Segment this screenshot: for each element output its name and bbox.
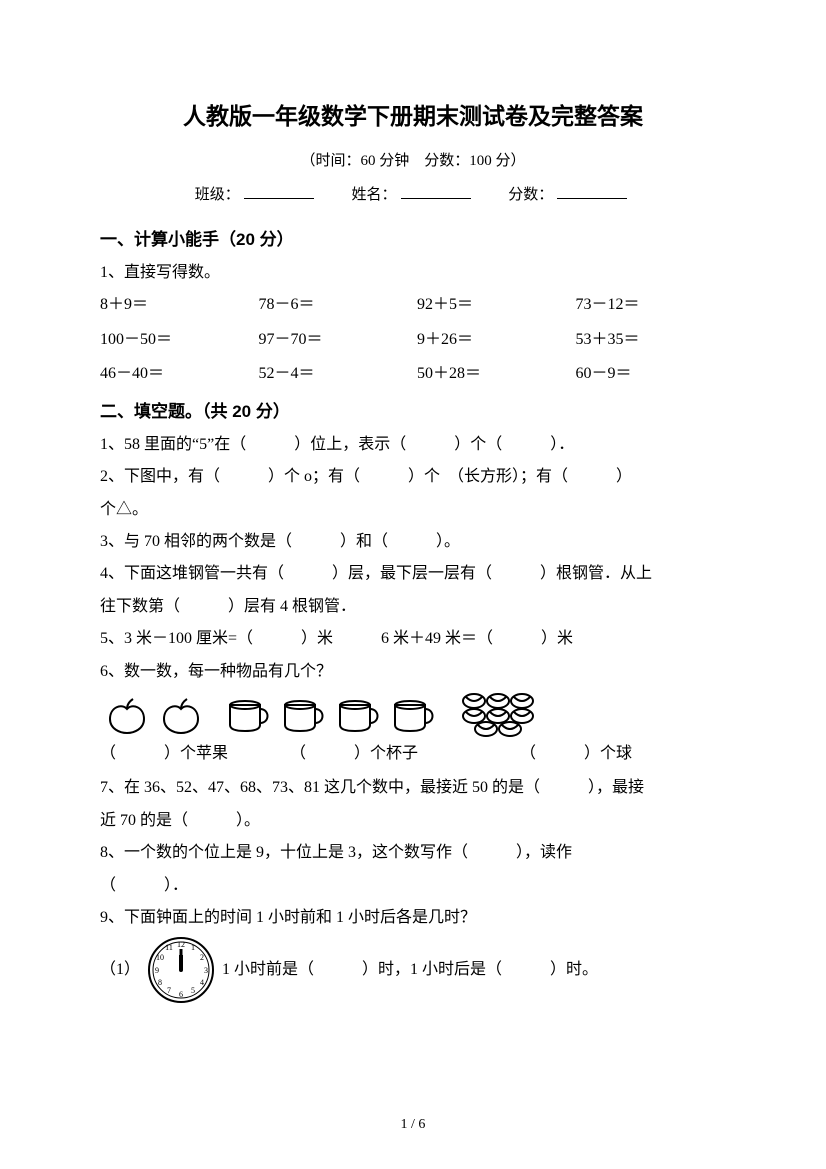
apple-icon — [100, 691, 208, 737]
page-number: 1 / 6 — [0, 1112, 826, 1139]
class-label: 班级： — [195, 187, 240, 203]
info-line: 班级： 姓名： 分数： — [100, 181, 726, 210]
clock-icon: 12 1 2 3 4 5 6 7 8 9 10 11 — [146, 935, 216, 1005]
s2-q7b: 近 70 的是（ ）。 — [100, 806, 726, 836]
calc-item: 9＋26＝ — [417, 325, 568, 355]
svg-text:7: 7 — [167, 986, 171, 995]
svg-text:12: 12 — [177, 940, 185, 949]
score-blank[interactable] — [557, 183, 627, 200]
s2-q7a: 7、在 36、52、47、68、73、81 这几个数中，最接近 50 的是（ ）… — [100, 773, 726, 803]
svg-text:8: 8 — [158, 978, 162, 987]
svg-text:5: 5 — [191, 986, 195, 995]
calc-item: 92＋5＝ — [417, 290, 568, 320]
count-ball: （ ）个球 — [520, 739, 726, 769]
svg-text:10: 10 — [156, 953, 164, 962]
count-cup: （ ）个杯子 — [290, 739, 520, 769]
name-label: 姓名： — [351, 187, 396, 203]
counts-row: （ ）个苹果 （ ）个杯子 （ ）个球 — [100, 739, 726, 769]
count-apple: （ ）个苹果 — [100, 739, 290, 769]
cup-icon — [222, 691, 442, 737]
s2-q3: 3、与 70 相邻的两个数是（ ）和（ ）。 — [100, 527, 726, 557]
section2-heading: 二、填空题。（共 20 分） — [100, 396, 726, 428]
s2-q2b: 个△。 — [100, 495, 726, 525]
calc-item: 97－70＝ — [259, 325, 410, 355]
calc-item: 52－4＝ — [259, 359, 410, 389]
calc-item: 100－50＝ — [100, 325, 251, 355]
calc-item: 60－9＝ — [576, 359, 727, 389]
s2-q9: 9、下面钟面上的时间 1 小时前和 1 小时后各是几时？ — [100, 903, 726, 933]
s2-q8b: （ ）． — [100, 871, 726, 901]
calc-item: 53＋35＝ — [576, 325, 727, 355]
doc-subtitle: （时间：60 分钟 分数：100 分） — [100, 147, 726, 176]
svg-text:11: 11 — [165, 943, 173, 952]
score-label: 分数： — [508, 187, 553, 203]
svg-text:2: 2 — [200, 953, 204, 962]
svg-text:6: 6 — [179, 990, 183, 999]
svg-text:1: 1 — [191, 943, 195, 952]
s2-q6: 6、数一数，每一种物品有几个？ — [100, 657, 726, 687]
ball-icon — [456, 691, 556, 737]
calc-item: 50＋28＝ — [417, 359, 568, 389]
svg-text:9: 9 — [155, 966, 159, 975]
name-blank[interactable] — [401, 183, 471, 200]
calc-item: 78－6＝ — [259, 290, 410, 320]
svg-text:3: 3 — [204, 966, 208, 975]
s2-q1: 1、58 里面的“5”在（ ）位上，表示（ ）个（ ）． — [100, 430, 726, 460]
q1-stem: 1、直接写得数。 — [100, 258, 726, 288]
class-blank[interactable] — [244, 183, 314, 200]
clock-row: （1） 12 1 2 3 4 5 6 7 8 9 10 11 1 小时前是（ ）… — [100, 935, 726, 1005]
section1-heading: 一、计算小能手（20 分） — [100, 224, 726, 256]
svg-text:4: 4 — [200, 978, 204, 987]
s2-q2a: 2、下图中，有（ ）个 o；有（ ）个 （长方形）；有（ ） — [100, 462, 726, 492]
doc-title: 人教版一年级数学下册期末测试卷及完整答案 — [100, 95, 726, 139]
image-row — [100, 691, 726, 737]
s2-q8a: 8、一个数的个位上是 9，十位上是 3，这个数写作（ ），读作 — [100, 838, 726, 868]
calc-item: 46－40＝ — [100, 359, 251, 389]
s2-q4a: 4、下面这堆钢管一共有（ ）层，最下层一层有（ ）根钢管．从上 — [100, 559, 726, 589]
calc-grid: 8＋9＝ 78－6＝ 92＋5＝ 73－12＝ 100－50＝ 97－70＝ 9… — [100, 290, 726, 389]
s2-q4b: 往下数第（ ）层有 4 根钢管． — [100, 592, 726, 622]
s2-q5: 5、3 米－100 厘米=（ ）米 6 米＋49 米＝（ ）米 — [100, 624, 726, 654]
q9-after: 1 小时前是（ ）时，1 小时后是（ ）时。 — [222, 955, 598, 985]
q9-prefix: （1） — [100, 955, 140, 985]
calc-item: 8＋9＝ — [100, 290, 251, 320]
calc-item: 73－12＝ — [576, 290, 727, 320]
